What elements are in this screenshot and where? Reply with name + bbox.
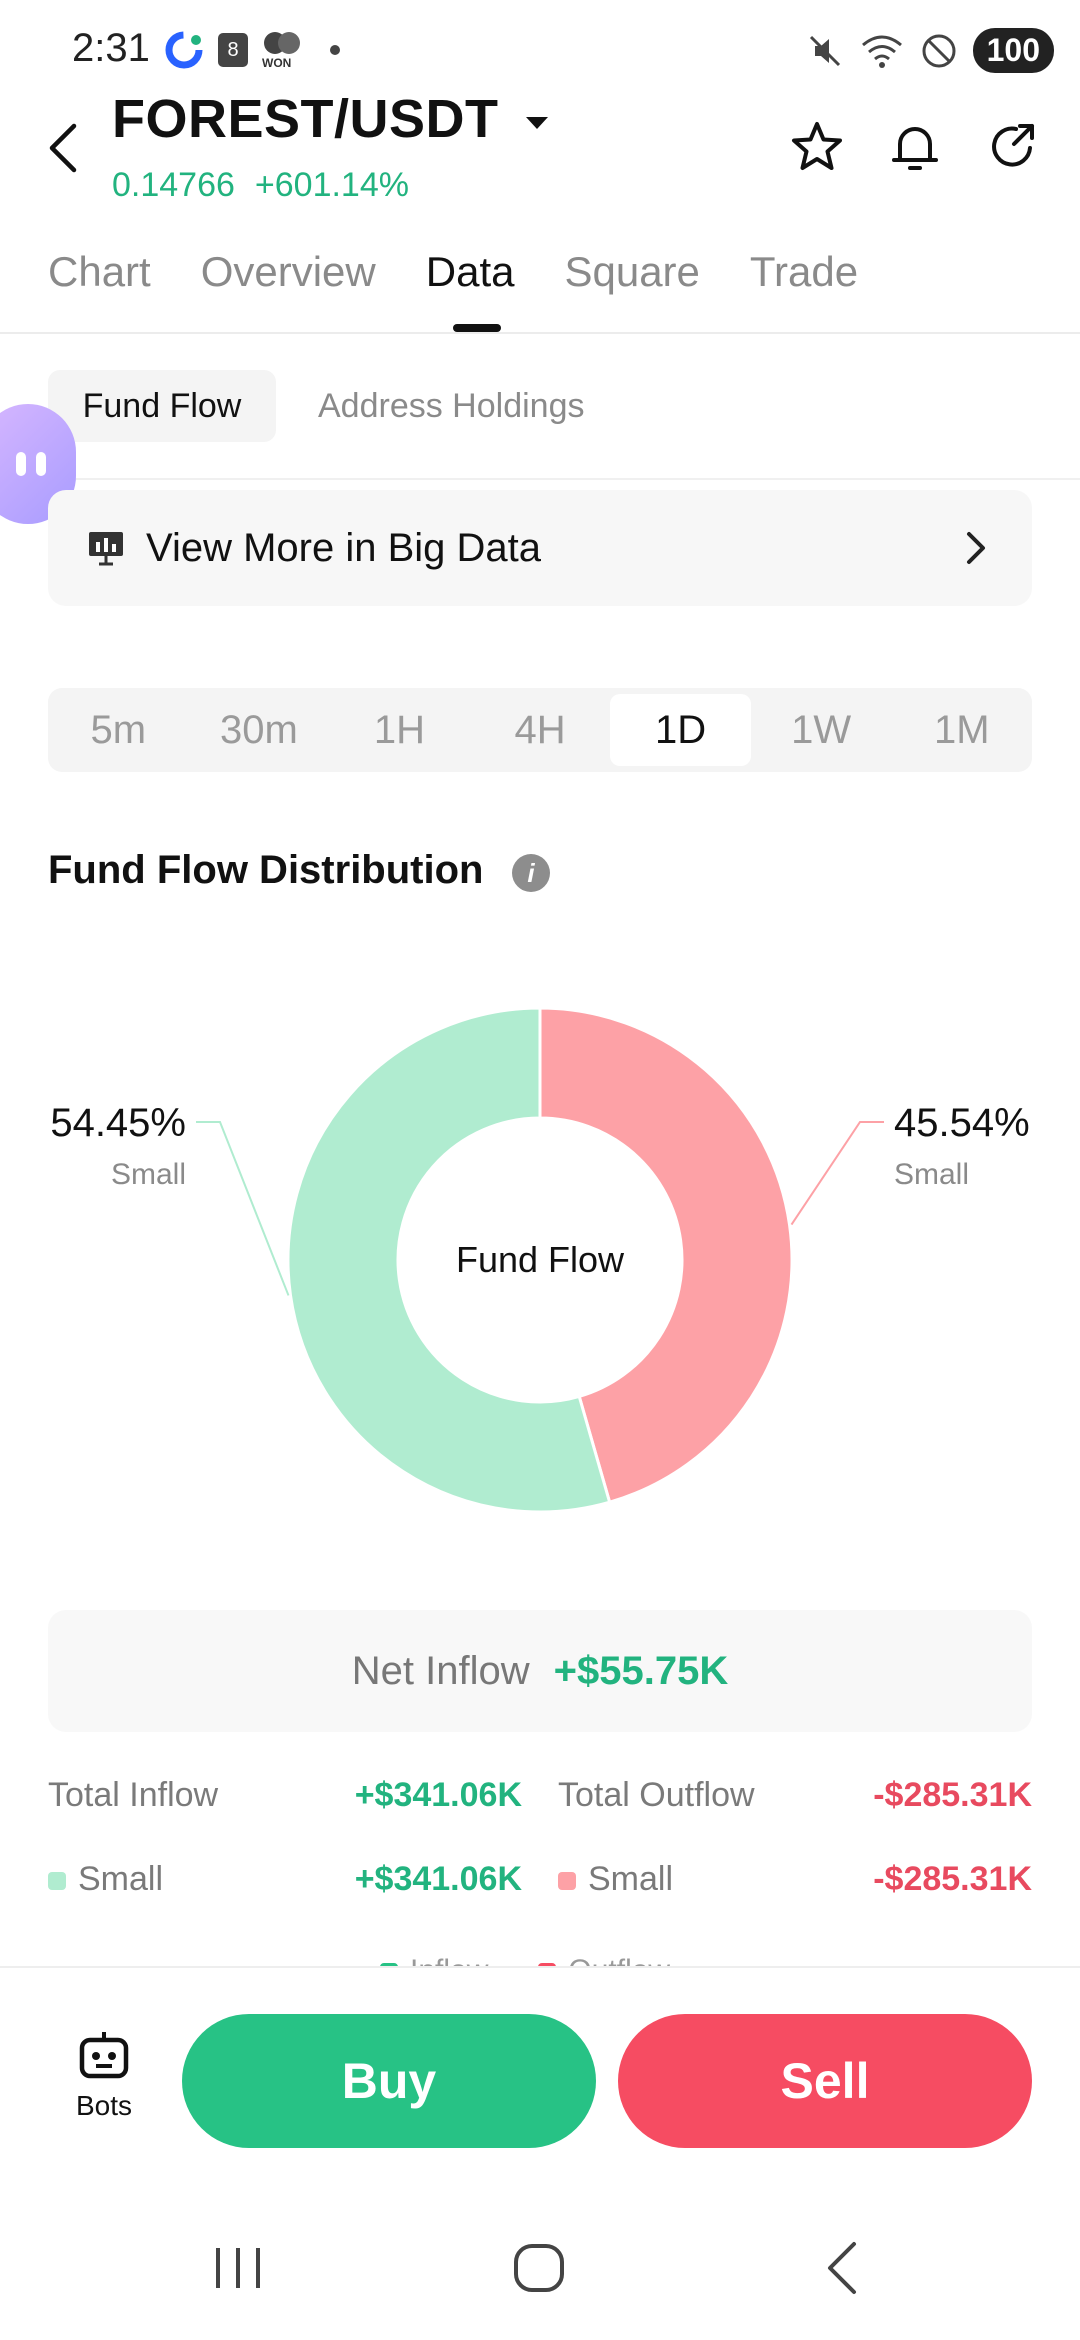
- total-outflow-label: Total Outflow: [558, 1776, 755, 1814]
- big-data-card[interactable]: View More in Big Data: [48, 490, 1032, 606]
- section-title: Fund Flow Distribution: [48, 848, 484, 892]
- slice-percent-label-1: 54.45%: [50, 1101, 186, 1145]
- dropdown-caret-icon: [526, 116, 549, 129]
- small-inflow-row: Small: [48, 1860, 163, 1899]
- interval-1m[interactable]: 1M: [933, 707, 990, 752]
- dot-icon: [330, 45, 340, 55]
- subtab-fund-flow[interactable]: Fund Flow: [48, 370, 276, 442]
- total-inflow-value: +$341.06K: [354, 1776, 522, 1814]
- donut-slice-0: [538, 1006, 794, 1505]
- status-icons-left: 8 WON: [164, 30, 340, 70]
- interval-4h[interactable]: 4H: [514, 707, 566, 752]
- pair-title[interactable]: FOREST/USDT: [112, 88, 550, 150]
- interval-30m[interactable]: 30m: [219, 707, 298, 752]
- slice-percent-label-0: 45.54%: [894, 1101, 1030, 1145]
- big-data-label: View More in Big Data: [146, 525, 541, 570]
- price-row: 0.14766 +601.14%: [112, 166, 409, 205]
- pair-name: FOREST/USDT: [112, 89, 499, 149]
- buy-button[interactable]: Buy: [182, 2014, 596, 2148]
- active-tab-indicator: [453, 324, 501, 332]
- donut-slice-1: [286, 1006, 612, 1514]
- leader-line-0: [790, 1121, 884, 1226]
- inflow-dot-icon: [48, 1872, 66, 1891]
- bell-icon[interactable]: [888, 120, 942, 174]
- no-signal-icon: [922, 34, 956, 67]
- info-icon[interactable]: i: [512, 854, 550, 892]
- bots-button[interactable]: Bots: [64, 2028, 144, 2122]
- net-inflow-label: Net Inflow: [351, 1648, 530, 1693]
- subtabs-divider: [0, 478, 1080, 480]
- slice-category-label-0: Small: [894, 1158, 969, 1191]
- small-outflow-row: Small: [558, 1860, 673, 1899]
- back-arrow-icon[interactable]: [46, 122, 82, 174]
- status-icons-right: 100: [805, 28, 1054, 73]
- main-tabs: Chart Overview Data Square Trade: [48, 248, 858, 296]
- status-time: 2:31: [72, 26, 150, 70]
- price-change: +601.14%: [254, 166, 409, 204]
- battery-indicator: 100: [972, 28, 1054, 73]
- small-outflow-value: -$285.31K: [873, 1860, 1032, 1898]
- tabs-divider: [0, 332, 1080, 334]
- slice-category-label-1: Small: [111, 1158, 186, 1191]
- chart-board-icon: [89, 532, 123, 566]
- calendar-badge: 8: [227, 38, 239, 61]
- share-icon[interactable]: [986, 120, 1040, 174]
- small-outflow-label: Small: [588, 1860, 674, 1898]
- net-inflow-value: +$55.75K: [553, 1648, 729, 1693]
- fund-flow-donut-chart: 45.54% Small 54.45% Small Fund Flow: [50, 1006, 1030, 1514]
- leader-line-1: [196, 1121, 290, 1296]
- bots-label: Bots: [75, 2090, 133, 2121]
- subtab-address-holdings[interactable]: Address Holdings: [318, 386, 585, 425]
- legend-outflow: Outflow: [538, 1954, 670, 1968]
- wifi-icon: [861, 35, 902, 68]
- small-inflow-value: +$341.06K: [354, 1860, 522, 1898]
- outflow-dot-icon: [558, 1872, 576, 1891]
- tab-overview[interactable]: Overview: [200, 248, 376, 295]
- tab-data[interactable]: Data: [425, 248, 515, 295]
- net-inflow-card: Net Inflow +$55.75K: [48, 1610, 1032, 1732]
- nav-back-icon[interactable]: [820, 2238, 864, 2298]
- interval-1d[interactable]: 1D: [610, 694, 751, 766]
- tab-chart[interactable]: Chart: [48, 248, 151, 295]
- small-inflow-label: Small: [78, 1860, 164, 1898]
- won-icon: WON: [262, 30, 306, 70]
- won-label: WON: [262, 56, 292, 70]
- chevron-right-icon: [967, 532, 985, 564]
- star-icon[interactable]: [790, 120, 844, 174]
- sell-button[interactable]: Sell: [618, 2014, 1032, 2148]
- last-price: 0.14766: [112, 166, 235, 204]
- tab-square[interactable]: Square: [564, 248, 700, 295]
- interval-1w[interactable]: 1W: [791, 707, 852, 752]
- legend-peek: Inflow Outflow: [380, 1954, 670, 1968]
- tab-trade[interactable]: Trade: [749, 248, 859, 295]
- app-c-icon: [165, 31, 203, 69]
- total-inflow-label: Total Inflow: [48, 1776, 219, 1814]
- interval-1h[interactable]: 1H: [373, 707, 426, 752]
- legend-inflow: Inflow: [380, 1954, 488, 1968]
- bottom-bar-divider: [0, 1966, 1080, 1968]
- header-actions: [790, 120, 1040, 174]
- donut-center-label: Fund Flow: [456, 1239, 625, 1280]
- recent-apps-icon[interactable]: [210, 2238, 266, 2298]
- interval-5m[interactable]: 5m: [90, 707, 147, 752]
- home-icon[interactable]: [510, 2238, 570, 2298]
- robot-icon: [79, 2032, 129, 2079]
- mute-icon: [809, 35, 840, 66]
- calendar-icon: 8: [218, 33, 248, 67]
- interval-selector: 5m 30m 1H 4H 1D 1W 1M: [48, 688, 1032, 772]
- total-outflow-value: -$285.31K: [873, 1776, 1032, 1814]
